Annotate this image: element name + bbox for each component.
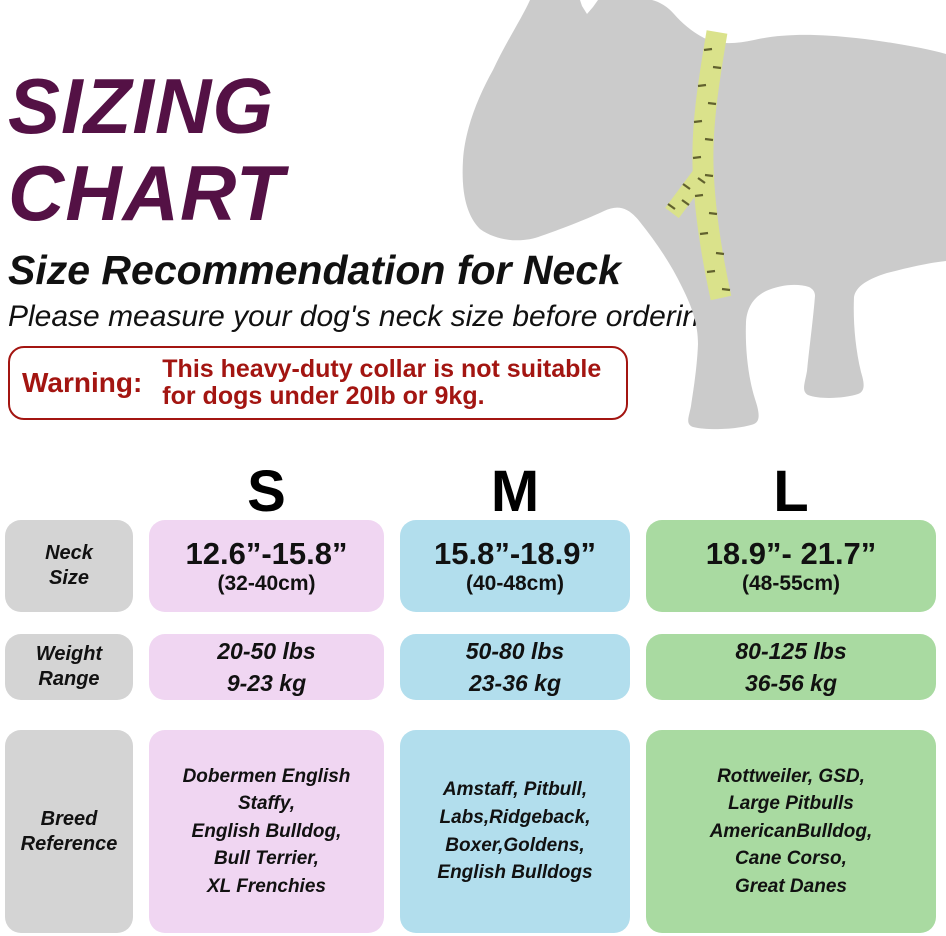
weight-range-row: Weight Range 20-50 lbs 9-23 kg 50-80 lbs… <box>5 634 936 700</box>
neck-size-l-cell: 18.9”- 21.7” (48-55cm) <box>646 520 936 612</box>
neck-size-m-inches: 15.8”-18.9” <box>434 536 596 572</box>
row-label-breed-reference: Breed Reference <box>5 730 133 933</box>
measure-note: Please measure your dog's neck size befo… <box>8 300 716 333</box>
breed-reference-m-text: Amstaff, Pitbull, Labs,Ridgeback, Boxer,… <box>437 779 593 884</box>
subtitle: Size Recommendation for Neck <box>8 247 621 293</box>
neck-size-s-inches: 12.6”-15.8” <box>185 536 348 572</box>
neck-size-m-cell: 15.8”-18.9” (40-48cm) <box>400 520 630 612</box>
title-line-2: CHART <box>8 149 285 238</box>
weight-range-s-text: 20-50 lbs 9-23 kg <box>217 637 316 696</box>
column-header-m: M <box>490 459 540 524</box>
measuring-tape-ticks <box>667 47 731 292</box>
breed-reference-s-cell: Dobermen English Staffy, English Bulldog… <box>149 730 384 933</box>
breed-reference-m-cell: Amstaff, Pitbull, Labs,Ridgeback, Boxer,… <box>400 730 630 933</box>
neck-size-row: Neck Size 12.6”-15.8” (32-40cm) 15.8”-18… <box>5 520 936 612</box>
measuring-tape-main-strand <box>692 30 732 301</box>
column-header-s: S <box>247 459 286 524</box>
row-label-weight-range: Weight Range <box>5 634 133 700</box>
page-title: SIZING CHART <box>8 62 285 238</box>
title-line-1: SIZING <box>8 62 275 150</box>
size-table-header-row: S M L <box>5 458 936 524</box>
weight-range-m-cell: 50-80 lbs 23-36 kg <box>400 634 630 700</box>
column-header-l: L <box>773 459 809 524</box>
dog-silhouette-illustration <box>462 0 946 430</box>
breed-reference-row: Breed Reference Dobermen English Staffy,… <box>5 730 936 933</box>
neck-size-l-cm: (48-55cm) <box>741 571 841 595</box>
neck-size-s-cell: 12.6”-15.8” (32-40cm) <box>149 520 384 612</box>
warning-message: This heavy-duty collar is not suitable f… <box>162 355 602 410</box>
warning-label: Warning: <box>22 367 143 398</box>
breed-reference-l-cell: Rottweiler, GSD, Large Pitbulls American… <box>646 730 936 933</box>
weight-range-s-cell: 20-50 lbs 9-23 kg <box>149 634 384 700</box>
header-spacer <box>5 458 133 525</box>
weight-range-l-text: 80-125 lbs 36-56 kg <box>735 637 847 696</box>
warning-box: Warning: This heavy-duty collar is not s… <box>8 346 628 420</box>
weight-range-m-text: 50-80 lbs 23-36 kg <box>465 637 565 696</box>
row-label-neck-size: Neck Size <box>5 520 133 612</box>
neck-size-s-cm: (32-40cm) <box>217 571 316 595</box>
neck-size-m-cm: (40-48cm) <box>465 571 565 595</box>
neck-size-l-inches: 18.9”- 21.7” <box>705 536 877 572</box>
breed-reference-s-text: Dobermen English Staffy, English Bulldog… <box>182 765 351 897</box>
breed-reference-l-text: Rottweiler, GSD, Large Pitbulls American… <box>709 765 873 897</box>
weight-range-l-cell: 80-125 lbs 36-56 kg <box>646 634 936 700</box>
